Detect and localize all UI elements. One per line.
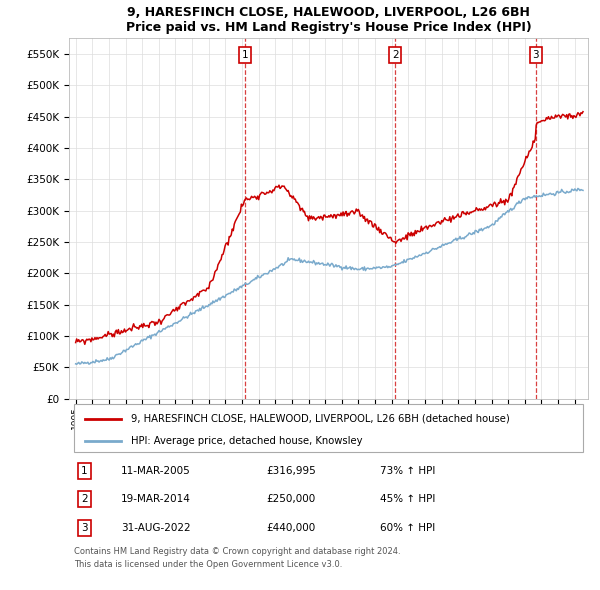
Text: 3: 3 <box>81 523 88 533</box>
Text: 9, HARESFINCH CLOSE, HALEWOOD, LIVERPOOL, L26 6BH (detached house): 9, HARESFINCH CLOSE, HALEWOOD, LIVERPOOL… <box>131 414 510 424</box>
Text: 3: 3 <box>532 50 539 60</box>
Text: This data is licensed under the Open Government Licence v3.0.: This data is licensed under the Open Gov… <box>74 560 343 569</box>
Text: 45% ↑ HPI: 45% ↑ HPI <box>380 494 436 504</box>
Text: 1: 1 <box>81 466 88 476</box>
Text: 1: 1 <box>242 50 248 60</box>
Text: Contains HM Land Registry data © Crown copyright and database right 2024.: Contains HM Land Registry data © Crown c… <box>74 547 401 556</box>
Text: 60% ↑ HPI: 60% ↑ HPI <box>380 523 436 533</box>
Text: £440,000: £440,000 <box>266 523 316 533</box>
Text: 11-MAR-2005: 11-MAR-2005 <box>121 466 191 476</box>
Text: £316,995: £316,995 <box>266 466 316 476</box>
Text: 19-MAR-2014: 19-MAR-2014 <box>121 494 191 504</box>
Text: £250,000: £250,000 <box>266 494 316 504</box>
Title: 9, HARESFINCH CLOSE, HALEWOOD, LIVERPOOL, L26 6BH
Price paid vs. HM Land Registr: 9, HARESFINCH CLOSE, HALEWOOD, LIVERPOOL… <box>125 6 532 34</box>
Text: HPI: Average price, detached house, Knowsley: HPI: Average price, detached house, Know… <box>131 435 363 445</box>
Text: 73% ↑ HPI: 73% ↑ HPI <box>380 466 436 476</box>
Text: 2: 2 <box>392 50 398 60</box>
Text: 2: 2 <box>81 494 88 504</box>
Text: 31-AUG-2022: 31-AUG-2022 <box>121 523 191 533</box>
